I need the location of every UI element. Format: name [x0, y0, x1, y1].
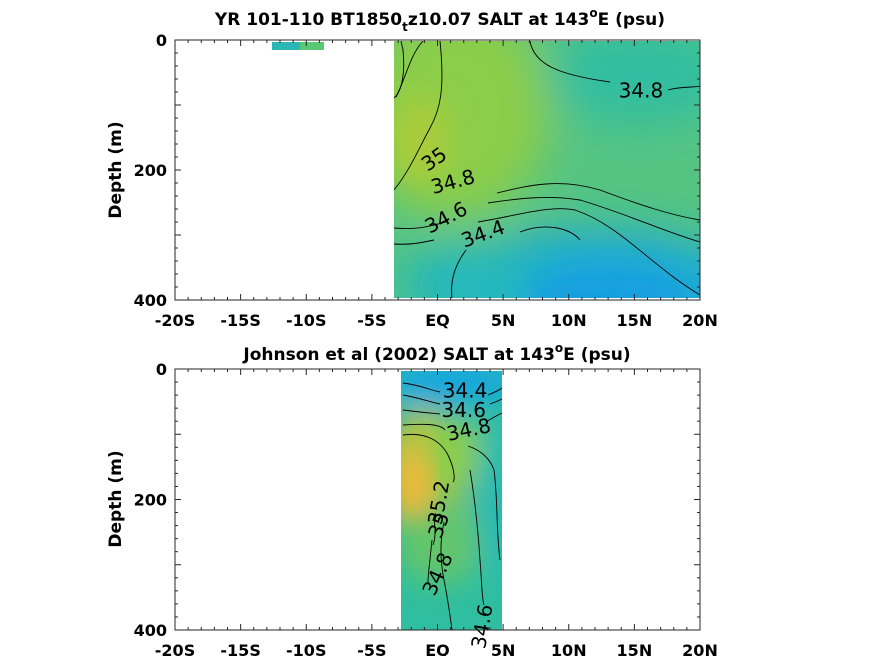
- bottom-title: Johnson et al (2002) SALT at 143oE (psu): [242, 341, 630, 365]
- y-tick-label: 0: [156, 360, 167, 379]
- bottom-y-tick-labels: 0 200 400: [134, 360, 167, 640]
- x-tick-label: -20S: [155, 311, 195, 330]
- x-tick-label: -5S: [357, 641, 386, 656]
- top-panel: YR 101-110 BT1850tz10.07 SALT at 143oE (…: [106, 6, 718, 330]
- x-tick-label: -10S: [286, 641, 326, 656]
- y-tick-label: 400: [134, 621, 167, 640]
- x-tick-label: -15S: [220, 641, 260, 656]
- y-tick-label: 200: [134, 491, 167, 510]
- y-tick-label: 0: [156, 31, 167, 50]
- y-tick-label: 400: [134, 291, 167, 310]
- x-tick-label: 5N: [491, 641, 516, 656]
- x-tick-label: -15S: [220, 311, 260, 330]
- x-tick-label: 15N: [617, 641, 653, 656]
- bottom-ticks: [174, 368, 701, 631]
- y-tick-label: 200: [134, 161, 167, 180]
- bottom-salinity-field: [401, 371, 502, 630]
- contour-label: 34.6: [441, 398, 486, 422]
- contour-label: 34.4: [443, 378, 488, 402]
- x-tick-label: 5N: [491, 311, 516, 330]
- x-tick-label: -5S: [357, 311, 386, 330]
- bottom-x-tick-labels: -20S -15S -10S -5S EQ 5N 10N 15N 20N: [155, 641, 718, 656]
- x-tick-label: 20N: [682, 641, 718, 656]
- x-tick-label: -10S: [286, 311, 326, 330]
- x-tick-label: 10N: [551, 641, 587, 656]
- x-tick-label: EQ: [425, 641, 450, 656]
- top-title: YR 101-110 BT1850tz10.07 SALT at 143oE (…: [214, 6, 665, 34]
- bottom-ylabel: Depth (m): [106, 450, 126, 547]
- top-y-tick-labels: 0 200 400: [134, 31, 167, 310]
- bottom-contour-lines: [402, 382, 502, 630]
- x-tick-label: 20N: [682, 311, 718, 330]
- top-contour-lines: [394, 41, 700, 298]
- top-ticks: [174, 39, 701, 301]
- contour-label: 34.8: [619, 79, 664, 103]
- x-tick-label: -20S: [155, 641, 195, 656]
- top-isolated-patch: [272, 42, 324, 50]
- top-salinity-field: [394, 41, 700, 298]
- bottom-panel: Johnson et al (2002) SALT at 143oE (psu)…: [106, 341, 718, 656]
- top-x-tick-labels: -20S -15S -10S -5S EQ 5N 10N 15N 20N: [155, 311, 718, 330]
- x-tick-label: 10N: [551, 311, 587, 330]
- top-ylabel: Depth (m): [106, 121, 126, 218]
- x-tick-label: 15N: [617, 311, 653, 330]
- x-tick-label: EQ: [425, 311, 450, 330]
